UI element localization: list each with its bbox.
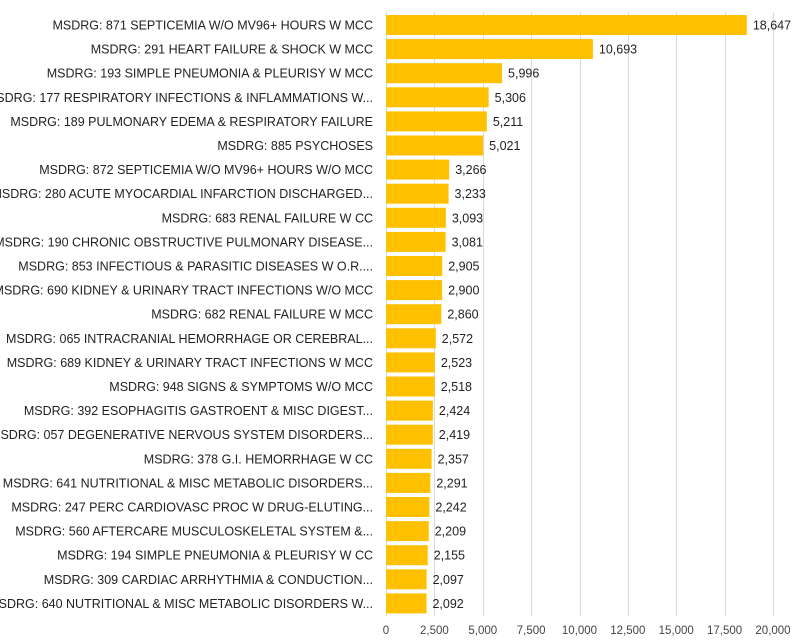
bar: [386, 304, 442, 325]
data-label: 5,996: [508, 67, 539, 81]
data-label: 5,021: [489, 139, 520, 153]
category-label: MSDRG: 872 SEPTICEMIA W/O MV96+ HOURS W/…: [39, 163, 373, 177]
category-label: MSDRG: 291 HEART FAILURE & SHOCK W MCC: [91, 43, 373, 57]
data-label: 2,291: [436, 476, 467, 490]
bar: [386, 593, 427, 614]
bar: [386, 159, 450, 180]
bar: [386, 376, 435, 397]
category-label: MSDRG: 392 ESOPHAGITIS GASTROENT & MISC …: [24, 404, 373, 418]
category-label: MSDRG: 194 SIMPLE PNEUMONIA & PLEURISY W…: [57, 549, 373, 563]
bar: [386, 328, 436, 349]
bar: [386, 15, 747, 35]
category-label: MSDRG: 871 SEPTICEMIA W/O MV96+ HOURS W …: [52, 19, 373, 33]
category-label: MSDRG: 378 G.I. HEMORRHAGE W CC: [144, 452, 373, 466]
x-axis-tick-labels: 0 2,500 5,000 7,500 10,000 12,500 15,000 17,500…: [383, 625, 791, 637]
data-label: 3,081: [452, 235, 483, 249]
category-label: MSDRG: 885 PSYCHOSES: [217, 139, 373, 153]
data-label: 18,647: [753, 19, 791, 33]
bar: [386, 400, 433, 421]
bars: [386, 15, 747, 614]
category-label: MSDRG: 190 CHRONIC OBSTRUCTIVE PULMONARY…: [0, 235, 373, 249]
category-label: MSDRG: 682 RENAL FAILURE W MCC: [151, 308, 373, 322]
bar: [386, 424, 433, 445]
bar: [386, 183, 449, 204]
data-label: 2,905: [448, 260, 479, 274]
data-label: 3,233: [455, 187, 486, 201]
data-label: 3,266: [455, 163, 486, 177]
data-label: 2,424: [439, 404, 470, 418]
bar: [386, 111, 487, 132]
category-label: MSDRG: 280 ACUTE MYOCARDIAL INFARCTION D…: [0, 187, 373, 201]
data-label: 5,306: [495, 91, 526, 105]
category-label: MSDRG: 065 INTRACRANIAL HEMORRHAGE OR CE…: [6, 332, 373, 346]
category-label: MSDRG: 057 DEGENERATIVE NERVOUS SYSTEM D…: [0, 428, 373, 442]
bar: [386, 87, 489, 108]
category-label: MSDRG: 560 AFTERCARE MUSCULOSKELETAL SYS…: [15, 525, 373, 539]
bar: [386, 521, 429, 542]
bar: [386, 472, 431, 493]
data-label: 10,693: [599, 43, 637, 57]
data-label: 5,211: [493, 115, 523, 129]
bar: [386, 352, 435, 373]
bar: [386, 231, 446, 252]
x-tick-label: 10,000: [562, 625, 597, 637]
x-tick-label: 7,500: [517, 625, 546, 637]
bar: [386, 569, 427, 590]
data-label: 2,155: [434, 549, 465, 563]
bar: [386, 63, 503, 84]
data-label: 2,209: [435, 525, 466, 539]
category-label: MSDRG: 641 NUTRITIONAL & MISC METABOLIC …: [3, 476, 373, 490]
category-label: MSDRG: 853 INFECTIOUS & PARASITIC DISEAS…: [18, 260, 373, 274]
x-tick-label: 0: [383, 625, 389, 637]
category-label: MSDRG: 689 KIDNEY & URINARY TRACT INFECT…: [7, 356, 373, 370]
x-tick-label: 17,500: [707, 625, 742, 637]
data-label: 2,860: [447, 308, 478, 322]
data-label: 2,572: [442, 332, 473, 346]
category-label: MSDRG: 309 CARDIAC ARRHYTHMIA & CONDUCTI…: [44, 573, 373, 587]
bar: [386, 545, 428, 566]
data-label: 2,357: [438, 452, 469, 466]
bar: [386, 135, 484, 156]
category-label: MSDRG: 193 SIMPLE PNEUMONIA & PLEURISY W…: [47, 67, 373, 81]
category-label: MSDRG: 683 RENAL FAILURE W CC: [162, 211, 373, 225]
x-tick-label: 2,500: [420, 625, 449, 637]
category-label: MSDRG: 247 PERC CARDIOVASC PROC W DRUG-E…: [11, 501, 373, 515]
bar: [386, 207, 446, 228]
data-label: 2,419: [439, 428, 470, 442]
bar: [386, 497, 430, 517]
data-label: 2,523: [441, 356, 472, 370]
category-label: MSDRG: 189 PULMONARY EDEMA & RESPIRATORY…: [10, 115, 373, 129]
bar: [386, 280, 443, 301]
data-label: 3,093: [452, 211, 483, 225]
bar: [386, 39, 593, 60]
category-label: MSDRG: 948 SIGNS & SYMPTOMS W/O MCC: [109, 380, 373, 394]
x-tick-label: 15,000: [659, 625, 694, 637]
bar: [386, 448, 432, 469]
category-label: MSDRG: 690 KIDNEY & URINARY TRACT INFECT…: [0, 284, 373, 298]
data-label: 2,242: [435, 501, 466, 515]
x-tick-label: 12,500: [610, 625, 645, 637]
x-tick-label: 5,000: [468, 625, 497, 637]
x-tick-label: 20,000: [755, 625, 790, 637]
data-label: 2,092: [432, 597, 463, 611]
data-label: 2,900: [448, 284, 479, 298]
data-label: 2,518: [441, 380, 472, 394]
bar: [386, 256, 443, 276]
category-labels: MSDRG: 871 SEPTICEMIA W/O MV96+ HOURS W …: [0, 19, 373, 611]
data-label: 2,097: [433, 573, 464, 587]
category-label: MSDRG: 640 NUTRITIONAL & MISC METABOLIC …: [0, 597, 373, 611]
category-label: MSDRG: 177 RESPIRATORY INFECTIONS & INFL…: [0, 91, 373, 105]
